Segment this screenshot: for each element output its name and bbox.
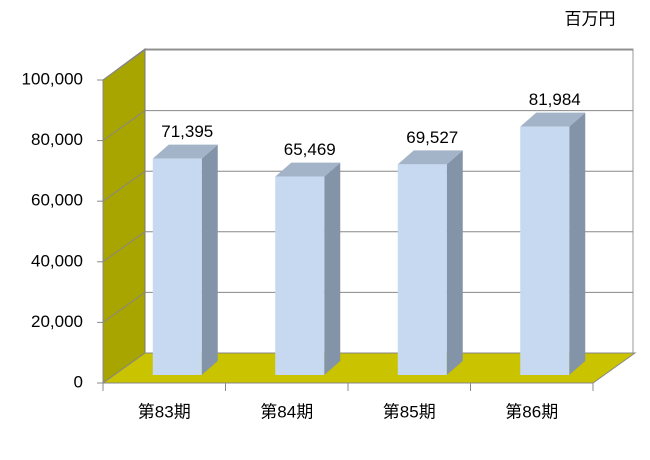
value-label: 81,984 [529, 90, 581, 109]
side-wall [102, 48, 146, 384]
y-tick-label: 100,000 [22, 69, 83, 88]
bar-top [275, 162, 341, 177]
grid-line [102, 49, 633, 81]
x-tick-label: 第85期 [383, 402, 436, 421]
bar-top [152, 144, 218, 159]
y-tick-label: 40,000 [31, 251, 83, 270]
value-label: 69,527 [406, 128, 458, 147]
grid-line [102, 291, 633, 323]
bar [397, 164, 447, 375]
bar-side [446, 150, 463, 375]
unit-label: 百万円 [565, 9, 616, 28]
y-tick-label: 0 [74, 372, 83, 391]
value-label: 65,469 [284, 140, 336, 159]
bar-top [397, 150, 463, 165]
bar [275, 176, 325, 375]
y-tick-label: 80,000 [31, 130, 83, 149]
bar-side [569, 112, 586, 376]
bar-side [201, 144, 218, 375]
grid-line [102, 170, 633, 202]
value-label: 71,395 [161, 122, 213, 141]
bar-side [324, 162, 341, 375]
y-tick-label: 20,000 [31, 312, 83, 331]
bar [152, 158, 202, 375]
x-tick-label: 第86期 [505, 402, 558, 421]
bar [520, 126, 570, 376]
y-tick-label: 60,000 [31, 191, 83, 210]
x-tick-label: 第83期 [138, 402, 191, 421]
grid-line [102, 231, 633, 263]
grid-line [102, 110, 633, 142]
x-tick-label: 第84期 [260, 402, 313, 421]
bar-top [520, 112, 586, 127]
